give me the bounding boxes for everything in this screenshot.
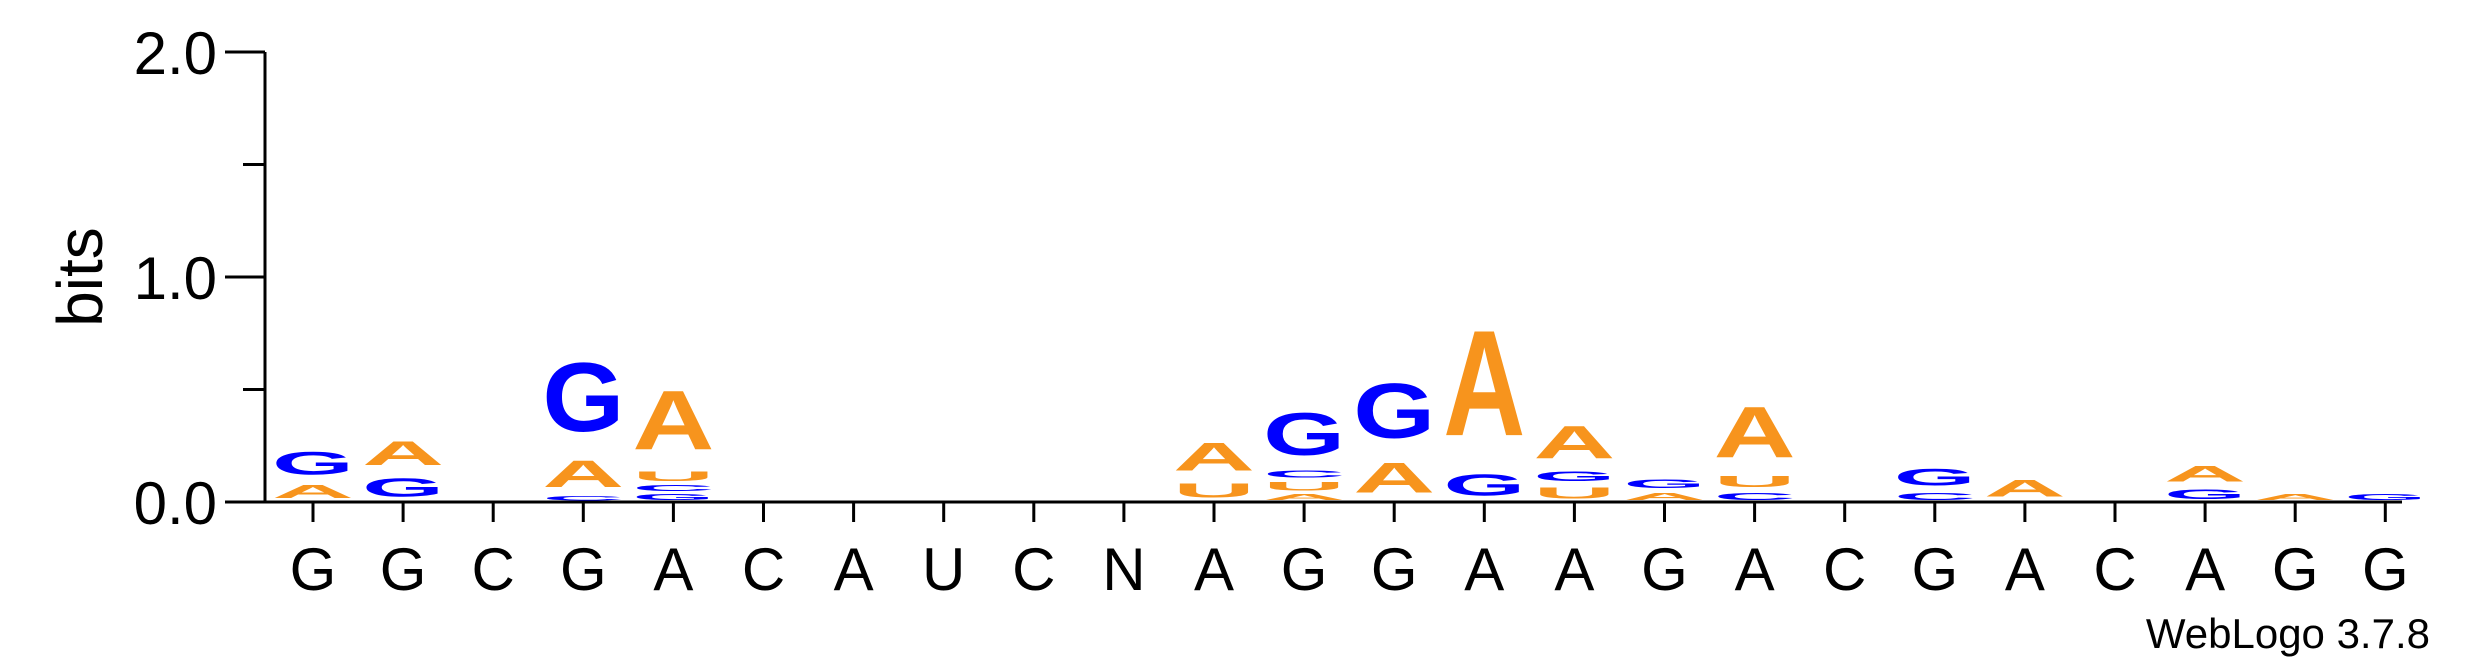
- y-tick-label: 2.0: [134, 20, 217, 87]
- logo-letter-g: G: [1624, 477, 1706, 490]
- logo-letter-a: A: [1533, 417, 1615, 468]
- logo-letter-c: C: [1263, 468, 1345, 479]
- logo-letter-g: G: [1533, 468, 1615, 484]
- logo-letter-c: C: [1894, 491, 1976, 502]
- x-tick-label: N: [1102, 536, 1145, 603]
- logo-letter-g: G: [1263, 401, 1345, 468]
- logo-letter-u: U: [1533, 484, 1615, 502]
- logo-letter-a: A: [1353, 455, 1435, 502]
- logo-letter-a: A: [1443, 300, 1525, 468]
- x-tick-label: C: [742, 536, 785, 603]
- x-tick-label: G: [2272, 536, 2319, 603]
- logo-letter-u: U: [1263, 480, 1345, 493]
- x-tick-label: A: [1194, 536, 1234, 603]
- x-tick-label: A: [2185, 536, 2225, 603]
- logo-letter-g: G: [542, 342, 624, 452]
- x-tick-label: G: [2362, 536, 2409, 603]
- x-tick-label: G: [560, 536, 607, 603]
- logo-letter-a: A: [1984, 475, 2066, 502]
- logo-letter-a: A: [272, 482, 354, 502]
- x-tick-label: G: [1911, 536, 1958, 603]
- x-tick-label: A: [2005, 536, 2045, 603]
- x-tick-label: C: [1012, 536, 1055, 603]
- logo-letter-g: G: [1353, 367, 1435, 455]
- x-tick-label: C: [1823, 536, 1866, 603]
- logo-letter-a: A: [632, 374, 714, 468]
- logo-letter-a: A: [1263, 493, 1345, 502]
- x-tick-label: A: [653, 536, 693, 603]
- logo-letter-g: G: [272, 445, 354, 481]
- y-tick-label: 1.0: [134, 245, 217, 312]
- x-tick-label: C: [2093, 536, 2136, 603]
- logo-letter-a: A: [2164, 462, 2246, 487]
- x-tick-label: G: [1281, 536, 1328, 603]
- logo-letter-u: U: [1714, 473, 1796, 491]
- logo-letter-g: G: [1443, 469, 1525, 502]
- logo-letter-u: U: [1173, 480, 1255, 502]
- logo-letter-c: C: [632, 484, 714, 493]
- x-tick-label: U: [922, 536, 965, 603]
- logo-letter-g: G: [1894, 464, 1976, 491]
- x-tick-label: A: [1554, 536, 1594, 603]
- logo-letter-a: A: [2254, 493, 2336, 502]
- logo-letter-c: C: [1714, 491, 1796, 502]
- y-axis-label: bits: [44, 227, 116, 327]
- weblogo-credit: WebLogo 3.7.8: [2146, 610, 2430, 657]
- logo-letter-g: G: [2164, 486, 2246, 502]
- y-tick-label: 0.0: [134, 470, 217, 537]
- logo-letter-a: A: [1624, 491, 1706, 502]
- logo-letter-g: G: [2344, 493, 2426, 502]
- logo-letter-a: A: [542, 452, 624, 495]
- logo-letter-g: G: [632, 493, 714, 502]
- x-tick-label: G: [1371, 536, 1418, 603]
- x-tick-label: A: [834, 536, 874, 603]
- logo-letter-u: U: [632, 468, 714, 484]
- logo-letter-a: A: [1714, 392, 1796, 473]
- x-tick-label: A: [1464, 536, 1504, 603]
- logo-letter-c: C: [542, 495, 624, 502]
- y-axis-ticks: 0.0 1.0 2.0: [134, 20, 265, 537]
- x-tick-label: A: [1735, 536, 1775, 603]
- x-tick-label: C: [472, 536, 515, 603]
- x-tick-label: G: [380, 536, 427, 603]
- logo-letter-a: A: [1173, 435, 1255, 480]
- x-tick-label: G: [290, 536, 337, 603]
- x-tick-label: G: [1641, 536, 1688, 603]
- logo-letter-a: A: [362, 434, 444, 472]
- logo-letter-g: G: [362, 473, 444, 502]
